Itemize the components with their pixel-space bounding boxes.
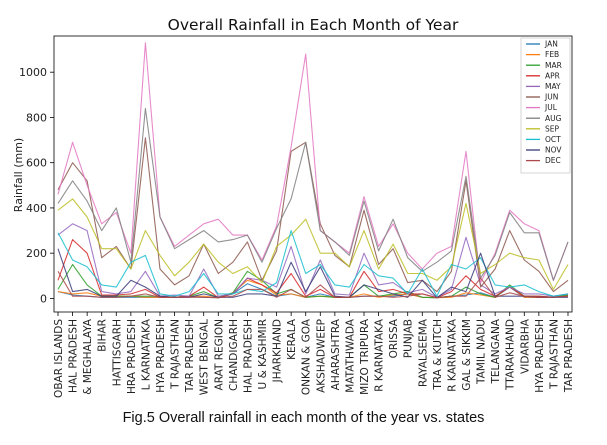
legend-label-aug: AUG (545, 114, 562, 123)
x-tick-label: HYA PRADESH (155, 319, 167, 393)
x-tick-label: TAR PRADESH (563, 319, 575, 393)
series-line-dec (57, 271, 569, 299)
x-tick-label: & MEGHALAYA (82, 318, 94, 394)
series-layer (57, 42, 569, 299)
y-tick-label: 400 (26, 202, 47, 215)
legend-label-nov: NOV (545, 146, 562, 155)
x-tick-label: HYA PRADESH (534, 319, 546, 393)
x-tick-label: TAR PRADESH (184, 319, 196, 393)
series-line-oct (57, 230, 569, 297)
legend-label-apr: APR (545, 71, 560, 80)
series-line-mar (57, 263, 569, 299)
figure-caption: Fig.5 Overall rainfall in each month of … (122, 410, 485, 426)
legend-label-jun: JUN (544, 93, 558, 102)
legend-label-feb: FEB (545, 50, 559, 59)
x-tick-label: R KARNATAKA (374, 318, 386, 392)
x-tick-label: ORISSA (388, 318, 400, 358)
series-line-sep (57, 198, 569, 290)
series-line-nov (57, 248, 568, 299)
x-tick-label: TRA & KUTCH (432, 319, 444, 391)
x-tick-label: MATATHWADA (344, 318, 356, 393)
chart-title: Overall Rainfall in Each Month of Year (168, 16, 459, 34)
x-tick-label: HAL PRADESH (242, 319, 254, 393)
x-tick-label: HAL PRADESH (68, 319, 80, 393)
x-tick-label: PUNJAB (403, 319, 415, 358)
x-tick-label: JHARKHAND (272, 319, 284, 383)
series-line-jun (57, 137, 569, 293)
series-line-jul (57, 42, 569, 284)
x-tick-label: RAYALSEEMA (417, 318, 429, 387)
plot-area-frame (53, 35, 573, 313)
y-tick-label: 0 (40, 292, 47, 305)
x-tick-label: GAL & SIKKIM (461, 319, 473, 391)
legend-label-may: MAY (545, 82, 561, 91)
y-axis-label: Rainfall (mm) (12, 138, 25, 212)
x-tick-label: TELANGANA (490, 318, 502, 384)
x-tick-label: ARAT REGION (213, 319, 225, 390)
legend-label-jul: JUL (544, 103, 558, 112)
series-line-apr (57, 239, 569, 299)
x-tick-label: OBAR ISLANDS (53, 319, 65, 398)
x-tick-label: WEST BENGAL (199, 319, 211, 395)
x-tick-label: T RAJASTHAN (170, 319, 182, 390)
x-tick-label: L KARNATAKA (140, 318, 152, 390)
x-tick-label: HATTISGARH (111, 319, 123, 386)
y-tick-label: 600 (26, 157, 47, 170)
x-tick-label: VIDARBHA (519, 318, 531, 374)
y-tick-label: 200 (26, 247, 47, 260)
legend-label-dec: DEC (545, 156, 561, 165)
x-tick-label: ONKAN & GOA (301, 318, 313, 395)
y-tick-label: 1000 (19, 66, 47, 79)
x-tick-label: T RAJASTHAN (548, 319, 560, 390)
x-tick-label: TAMIL NADU (476, 319, 488, 385)
x-tick-label: U & KASHMIR (257, 319, 269, 389)
x-tick-label: BIHAR (97, 319, 109, 352)
x-tick-label: HRA PRADESH (126, 319, 138, 394)
x-tick-label: AHARASHTRA (330, 318, 342, 390)
legend-label-jan: JAN (544, 40, 558, 49)
x-tick-label: TTARAKHAND (505, 319, 517, 391)
x-tick-label: CHANDIGARH (228, 319, 240, 391)
x-tick-label: R KARNATAKA (446, 318, 458, 392)
legend-label-oct: OCT (545, 135, 561, 144)
y-axis-ticks: 0 200 400 600 800 1000 (19, 66, 54, 305)
x-tick-label: AKSHADWEEP (315, 319, 327, 393)
legend-label-sep: SEP (545, 124, 559, 133)
x-tick-label: MIZO TRIPURA (359, 318, 371, 395)
legend-label-mar: MAR (545, 61, 562, 70)
x-axis-ticks: OBAR ISLANDS HAL PRADESH & MEGHALAYA BIHAR H… (53, 312, 575, 398)
series-line-aug (57, 107, 569, 281)
x-tick-label: KERALA (286, 318, 298, 360)
series-line-may (57, 223, 569, 298)
y-tick-label: 800 (26, 111, 47, 124)
